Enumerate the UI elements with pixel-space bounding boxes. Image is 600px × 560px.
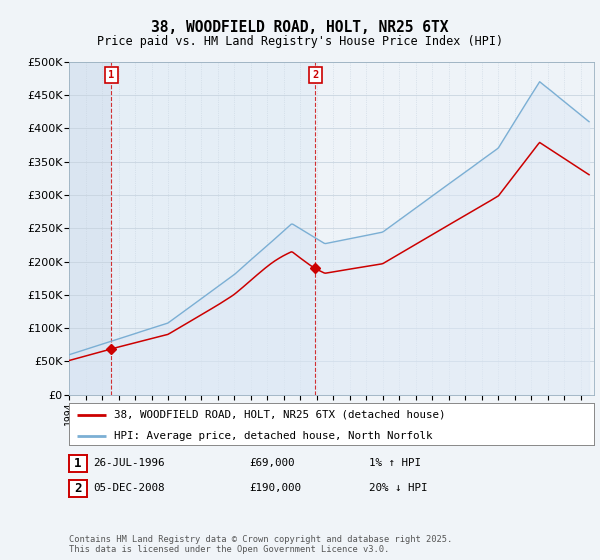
Text: 38, WOODFIELD ROAD, HOLT, NR25 6TX: 38, WOODFIELD ROAD, HOLT, NR25 6TX bbox=[151, 20, 449, 35]
Text: £69,000: £69,000 bbox=[249, 458, 295, 468]
Text: 38, WOODFIELD ROAD, HOLT, NR25 6TX (detached house): 38, WOODFIELD ROAD, HOLT, NR25 6TX (deta… bbox=[113, 410, 445, 420]
Text: 2: 2 bbox=[74, 482, 82, 496]
Text: £190,000: £190,000 bbox=[249, 483, 301, 493]
Text: 20% ↓ HPI: 20% ↓ HPI bbox=[369, 483, 427, 493]
Text: Price paid vs. HM Land Registry's House Price Index (HPI): Price paid vs. HM Land Registry's House … bbox=[97, 35, 503, 48]
Text: 1: 1 bbox=[109, 70, 115, 80]
Text: Contains HM Land Registry data © Crown copyright and database right 2025.
This d: Contains HM Land Registry data © Crown c… bbox=[69, 535, 452, 554]
Bar bbox=[69, 62, 112, 395]
Text: 05-DEC-2008: 05-DEC-2008 bbox=[93, 483, 164, 493]
Text: 2: 2 bbox=[312, 70, 319, 80]
Text: 1: 1 bbox=[74, 457, 82, 470]
Bar bbox=[112, 62, 316, 395]
Text: HPI: Average price, detached house, North Norfolk: HPI: Average price, detached house, Nort… bbox=[113, 431, 432, 441]
Text: 26-JUL-1996: 26-JUL-1996 bbox=[93, 458, 164, 468]
Text: 1% ↑ HPI: 1% ↑ HPI bbox=[369, 458, 421, 468]
